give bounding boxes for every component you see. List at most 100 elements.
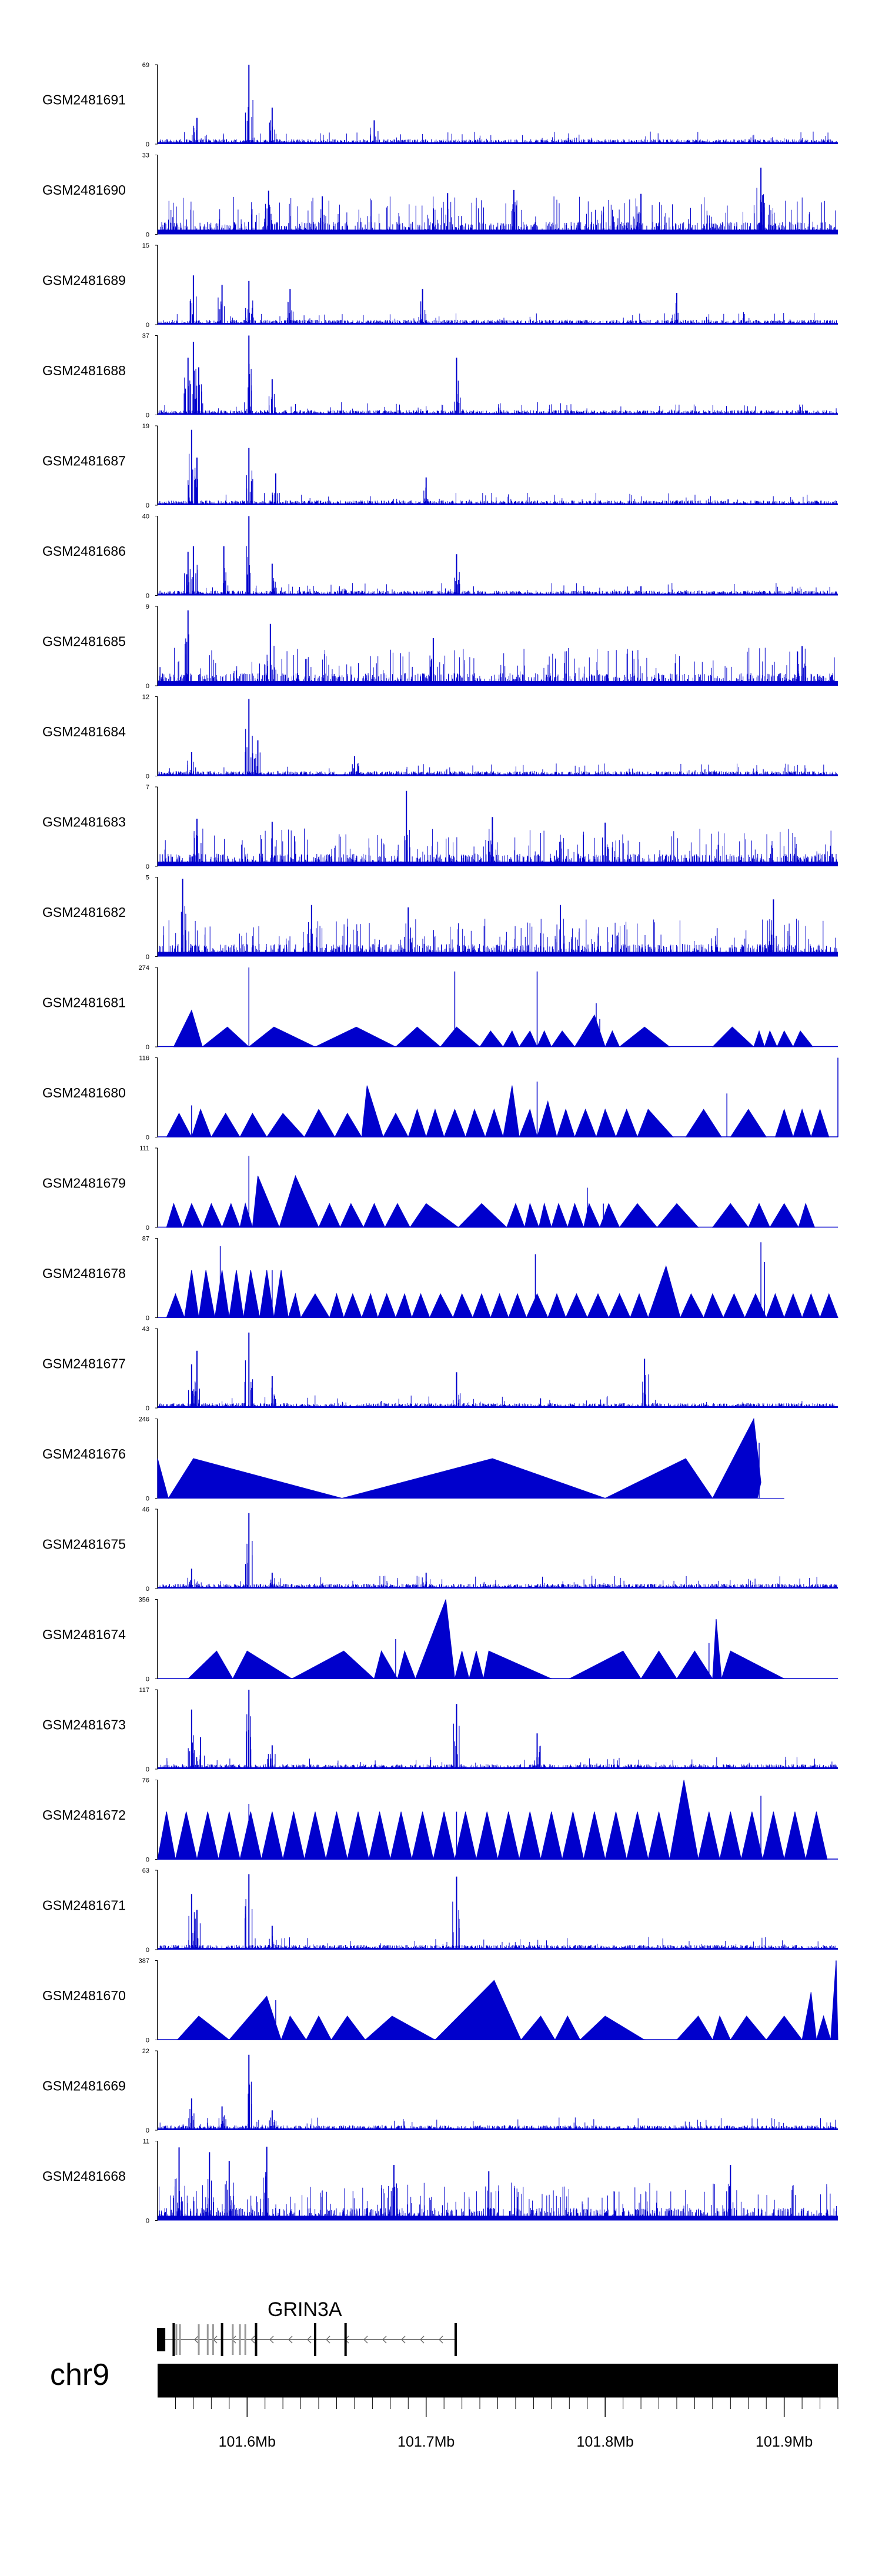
- signal-block: [472, 1293, 492, 1318]
- strand-chevron-icon: [269, 2335, 274, 2344]
- signal-block: [280, 2015, 307, 2040]
- signal-block: [382, 1112, 409, 1137]
- signal-block: [519, 1811, 542, 1860]
- signal-block: [476, 1811, 499, 1860]
- signal-block: [647, 1265, 681, 1318]
- strand-chevron-icon: [250, 2335, 255, 2344]
- signal-block: [599, 1203, 620, 1228]
- track-GSM2481684: GSM2481684 12 0: [42, 694, 838, 780]
- signal-block: [440, 1026, 481, 1047]
- gene-exon: [198, 2324, 200, 2355]
- signal-block: [630, 1293, 649, 1318]
- track-label: GSM2481671: [42, 1898, 126, 1913]
- axis-tick-label: 101.8Mb: [577, 2434, 634, 2450]
- signal-block: [221, 1203, 240, 1228]
- track-GSM2481682: GSM2481682 5 0: [42, 875, 838, 961]
- track-GSM2481678: GSM2481678 87 0: [42, 1236, 838, 1322]
- signal-background: [159, 2183, 837, 2221]
- signal-background: [159, 1937, 836, 1950]
- signal-block: [196, 1811, 219, 1860]
- gene-exon: [172, 2323, 175, 2356]
- signal-block: [229, 1270, 244, 1318]
- y-max-label: 116: [139, 1055, 149, 1062]
- signal-block: [719, 1811, 742, 1860]
- signal-block: [766, 2016, 803, 2040]
- signal-block: [361, 1293, 379, 1318]
- signal-block: [214, 1270, 230, 1318]
- signal-block: [407, 1108, 427, 1137]
- y-zero-label: 0: [146, 2037, 149, 2044]
- track-label: GSM2481680: [42, 1085, 126, 1100]
- strand-chevron-icon: [439, 2335, 443, 2344]
- signal-block: [429, 1293, 454, 1318]
- signal-block: [239, 1202, 253, 1228]
- y-zero-label: 0: [146, 863, 149, 870]
- signal-block: [304, 1811, 326, 1860]
- gene-exon: [206, 2324, 209, 2355]
- y-max-label: 7: [146, 784, 149, 791]
- y-max-label: 356: [139, 1597, 149, 1604]
- signal-block: [411, 1811, 434, 1860]
- signal-block: [452, 1293, 473, 1318]
- track-label: GSM2481679: [42, 1176, 126, 1191]
- signal-block: [596, 1108, 617, 1137]
- signal-block: [730, 1109, 767, 1137]
- signal-block: [173, 1009, 203, 1047]
- track-label: GSM2481686: [42, 543, 126, 559]
- y-zero-label: 0: [146, 773, 149, 780]
- signal-background: [160, 1757, 837, 1769]
- signal-block: [810, 1108, 830, 1137]
- signal-block: [411, 1293, 430, 1318]
- y-zero-label: 0: [146, 2127, 149, 2134]
- track-label: GSM2481668: [42, 2168, 126, 2184]
- signal-block: [619, 1026, 671, 1047]
- signal-block: [711, 1203, 749, 1228]
- signal-block: [783, 1293, 803, 1318]
- signal-baseline: [158, 323, 838, 325]
- signal-block: [184, 1270, 199, 1318]
- signal-block: [551, 1202, 568, 1228]
- signal-block: [202, 1203, 223, 1228]
- signal-block: [793, 1108, 812, 1137]
- gene-exon: [220, 2323, 223, 2356]
- signal-block: [175, 1811, 198, 1860]
- track-GSM2481672: GSM2481672 76 0: [42, 1777, 838, 1864]
- signal-baseline: [158, 413, 838, 415]
- signal-block: [723, 1293, 746, 1318]
- signal-block: [619, 1203, 658, 1228]
- signal-block: [490, 1293, 509, 1318]
- strand-chevron-icon: [326, 2335, 330, 2344]
- signal-block: [676, 1650, 713, 1679]
- y-max-label: 87: [142, 1236, 149, 1243]
- signal-block: [384, 1203, 411, 1228]
- signal-block: [318, 1203, 341, 1228]
- signal-block: [176, 2016, 230, 2040]
- strand-chevron-icon: [307, 2335, 312, 2344]
- chromosome-label: chr9: [50, 2358, 109, 2392]
- signal-block: [390, 1811, 412, 1860]
- signal-background: [159, 828, 837, 866]
- signal-block: [239, 1112, 268, 1137]
- signal-block: [483, 1650, 552, 1679]
- signal-block: [363, 1203, 386, 1228]
- signal-block: [769, 1203, 799, 1228]
- track-GSM2481691: GSM2481691 69 0: [42, 62, 838, 148]
- signal-background: [158, 196, 836, 235]
- signal-block: [536, 1030, 552, 1047]
- track-GSM2481675: GSM2481675 46 0: [42, 1506, 838, 1593]
- signal-block: [626, 1811, 649, 1860]
- y-max-label: 15: [142, 242, 149, 249]
- signal-block: [703, 1293, 724, 1318]
- signal-block: [798, 1202, 816, 1228]
- chromosome-bar: [158, 2364, 838, 2397]
- signal-baseline: [158, 503, 838, 505]
- signal-baseline: [158, 2215, 838, 2221]
- track-label: GSM2481669: [42, 2078, 126, 2094]
- signal-block: [526, 1293, 549, 1318]
- signal-block: [816, 2015, 831, 2040]
- signal-block: [457, 1203, 507, 1228]
- signal-block: [604, 1030, 620, 1047]
- signal-block: [198, 1270, 216, 1318]
- signal-block: [300, 1293, 330, 1318]
- signal-block: [497, 1811, 520, 1860]
